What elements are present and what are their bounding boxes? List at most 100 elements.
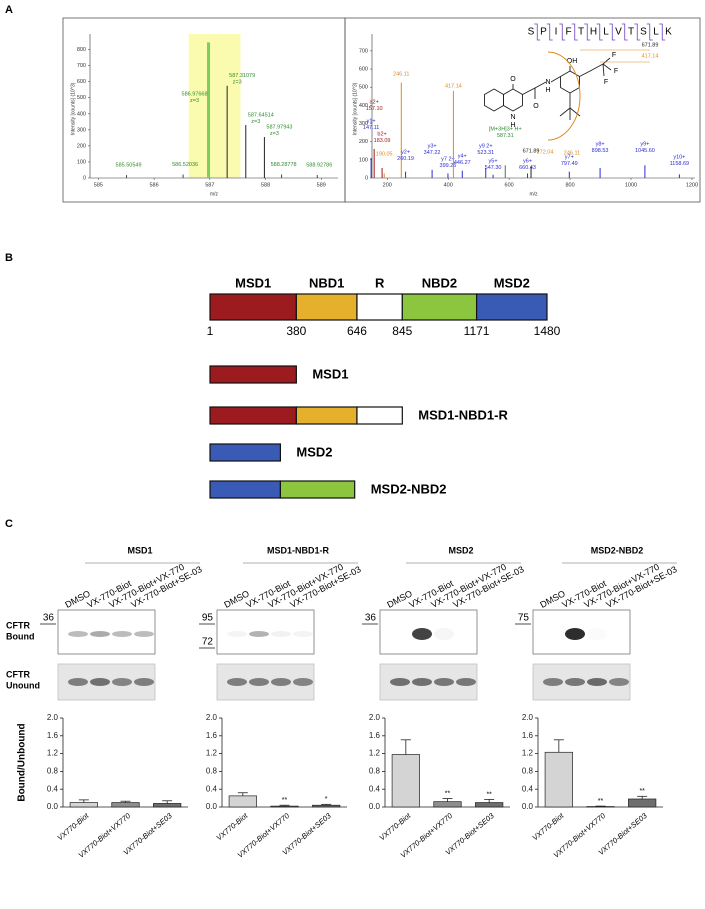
bond [579, 63, 604, 77]
fragment-bracket [584, 23, 591, 41]
peak-label: 190.05 [376, 151, 393, 157]
x-tick-label: 588 [261, 182, 270, 188]
band [68, 678, 88, 686]
atom-label: H [545, 87, 550, 94]
fragment-bracket [621, 23, 628, 41]
band [293, 678, 313, 686]
mw-marker: 36 [43, 613, 55, 624]
row-label: CFTR [6, 669, 30, 679]
y-tick-label: 0.4 [522, 784, 534, 793]
fragment-bracket [559, 23, 566, 41]
x-tick-label: 586 [149, 182, 158, 188]
y-tick-label: 100 [359, 157, 368, 163]
band [249, 631, 269, 637]
residue-label: 646 [347, 324, 367, 338]
construct-domain [209, 443, 282, 462]
bar [544, 751, 573, 808]
y-tick-label: 0.4 [47, 784, 59, 793]
domain [209, 293, 297, 321]
x-tick-label: 600 [505, 182, 514, 188]
ion-label: y10+ [673, 154, 685, 160]
bar [270, 805, 299, 808]
sequence-letter: T [628, 27, 634, 38]
y-tick-label: 400 [359, 103, 368, 109]
blot-title: MSD2 [448, 545, 473, 555]
y-tick-label: 200 [77, 143, 86, 149]
y-tick-label: 1.6 [206, 731, 218, 740]
band [587, 628, 607, 640]
atom-label: F [604, 79, 608, 86]
band [134, 631, 154, 637]
blot-title: MSD1 [127, 545, 152, 555]
peak-label: 587.64514 [248, 112, 274, 118]
sequence-letter: S [640, 27, 647, 38]
band [90, 678, 110, 686]
y-tick-label: 2.0 [522, 713, 534, 722]
construct-domain [209, 365, 297, 384]
y-tick-label: 1.2 [47, 749, 59, 758]
peak-label: 260.19 [397, 156, 414, 162]
bond [602, 57, 612, 77]
y-tick-label: 700 [359, 48, 368, 54]
band [134, 678, 154, 686]
panel-label: C [5, 518, 13, 530]
peak-label: 183.09 [374, 138, 391, 144]
significance: ** [598, 798, 604, 805]
significance: ** [486, 791, 492, 798]
panel-label: B [5, 252, 13, 264]
x-axis-label: m/z [210, 191, 219, 197]
peak-label: 246.11 [393, 71, 409, 77]
residue-label: 380 [286, 324, 306, 338]
y-tick-label: 300 [77, 127, 86, 133]
band [412, 628, 432, 640]
y-tick-label: 200 [359, 139, 368, 145]
band [227, 631, 247, 637]
charge-label: z=3 [233, 80, 242, 86]
band [543, 678, 563, 686]
blot-unbound [57, 663, 156, 701]
y-tick-label: 1.2 [206, 749, 218, 758]
y-tick-label: 600 [77, 79, 86, 85]
peak-label: 1158.69 [670, 161, 689, 167]
construct-domain [279, 480, 356, 499]
bond [534, 81, 547, 89]
mw-marker: 95 [202, 613, 214, 624]
x-tick-label: 589 [317, 182, 326, 188]
panel-frame [344, 17, 701, 203]
bar [475, 802, 504, 808]
y-tick-label: 0.4 [206, 784, 218, 793]
sequence-letter: L [603, 27, 609, 38]
highlight-region [188, 34, 241, 178]
peak-label: 1045.60 [635, 148, 655, 154]
y-axis-label: Bound/Unbound [17, 723, 28, 801]
band [456, 678, 476, 686]
domain [475, 293, 548, 321]
peak-label: 587.31 [497, 133, 514, 139]
sequence-letter: F [565, 27, 571, 38]
y-tick-label: 300 [359, 121, 368, 127]
fragment-bracket [596, 23, 603, 41]
peak-label: 157.10 [366, 106, 383, 112]
band [271, 678, 291, 686]
significance: ** [282, 797, 288, 804]
domain [356, 293, 403, 321]
y-tick-label: 0 [83, 175, 86, 181]
y-tick-label: 2.0 [206, 713, 218, 722]
fragment-bracket [546, 23, 553, 41]
charge-label: z=3 [190, 98, 199, 104]
y-tick-label: 500 [77, 95, 86, 101]
atom-label: N [545, 79, 550, 86]
y-tick-label: 0.8 [47, 767, 59, 776]
fragment-bracket [609, 23, 616, 41]
y-tick-label: 1.6 [369, 731, 381, 740]
sequence-letter: S [528, 27, 535, 38]
peak-label: 147.11 [363, 125, 379, 131]
peak-label: 399.25 [440, 163, 457, 169]
band [412, 678, 432, 686]
peak-label: 671.89 [523, 148, 540, 154]
peak-label: 587.31079 [229, 73, 255, 79]
bar [433, 801, 462, 808]
band [434, 628, 454, 640]
